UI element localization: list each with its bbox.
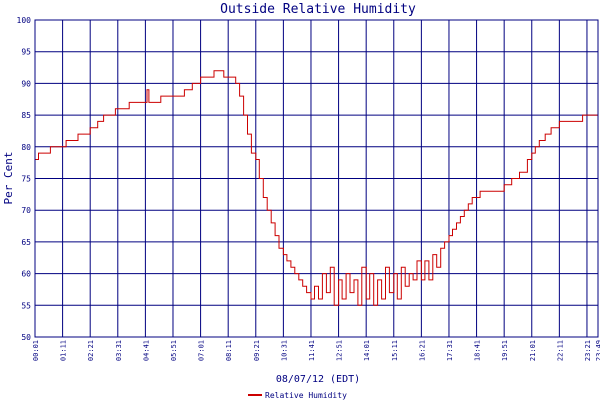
legend: Relative Humidity [248, 391, 347, 400]
x-tick-label: 15:11 [391, 340, 399, 361]
x-tick-label: 16:21 [418, 340, 426, 361]
x-tick-label: 00:01 [32, 340, 40, 361]
y-tick-label: 70 [21, 206, 31, 215]
x-tick-label: 03:31 [115, 340, 123, 361]
x-tick-label: 17:31 [446, 340, 454, 361]
y-tick-label: 90 [21, 79, 31, 88]
y-tick-label: 60 [21, 270, 31, 279]
y-axis-label: Per Cent [2, 152, 15, 205]
x-tick-label: 01:11 [60, 340, 68, 361]
x-tick-label: 23:21 [584, 340, 592, 361]
x-tick-label: 18:41 [474, 340, 482, 361]
y-tick-label: 65 [21, 238, 31, 247]
x-tick-label: 21:01 [529, 340, 537, 361]
x-tick-labels: 00:01 01:11 02:21 03:31 04:41 05:51 07:01 08:11… [32, 340, 600, 361]
x-tick-label: 05:51 [170, 340, 178, 361]
y-tick-label: 50 [21, 333, 31, 342]
x-tick-label: 02:21 [87, 340, 95, 361]
x-tick-label: 22:11 [556, 340, 564, 361]
x-tick-label: 09:21 [253, 340, 261, 361]
series-line-relative-humidity [35, 70, 599, 306]
y-tick-label: 95 [21, 48, 31, 57]
x-tick-label: 11:41 [308, 340, 316, 361]
y-tick-labels: 50 55 60 65 70 75 80 85 90 95 100 [17, 16, 32, 342]
x-tick-label: 04:41 [142, 340, 150, 361]
x-tick-label: 12:51 [336, 340, 344, 361]
y-tick-label: 80 [21, 143, 31, 152]
legend-label: Relative Humidity [265, 391, 347, 400]
x-axis-label: 08/07/12 (EDT) [276, 374, 360, 385]
y-tick-label: 100 [17, 16, 32, 25]
chart-title: Outside Relative Humidity [220, 2, 416, 17]
plot-frame [34, 19, 599, 338]
x-tick-label: 10:31 [280, 340, 288, 361]
x-tick-label: 07:01 [198, 340, 206, 361]
x-tick-label: 19:51 [501, 340, 509, 361]
y-tick-label: 85 [21, 111, 31, 120]
x-tick-label: 23:49 [595, 340, 600, 361]
x-tick-label: 14:01 [363, 340, 371, 361]
x-tick-label: 08:11 [225, 340, 233, 361]
y-tick-label: 75 [21, 175, 31, 184]
y-tick-label: 55 [21, 301, 31, 310]
